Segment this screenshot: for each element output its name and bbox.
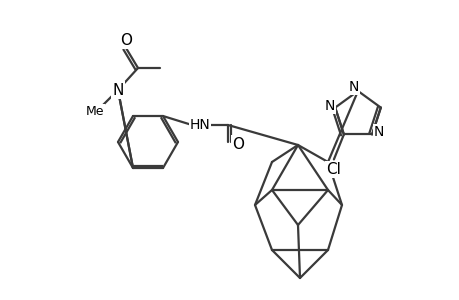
Text: O: O [120,32,132,47]
Text: Me: Me [85,104,104,118]
Text: HN: HN [189,118,210,132]
Text: O: O [231,136,243,152]
Text: N: N [373,125,383,140]
Text: N: N [324,99,335,112]
Text: N: N [112,82,123,98]
Text: N: N [348,80,358,94]
Text: Cl: Cl [326,162,341,177]
